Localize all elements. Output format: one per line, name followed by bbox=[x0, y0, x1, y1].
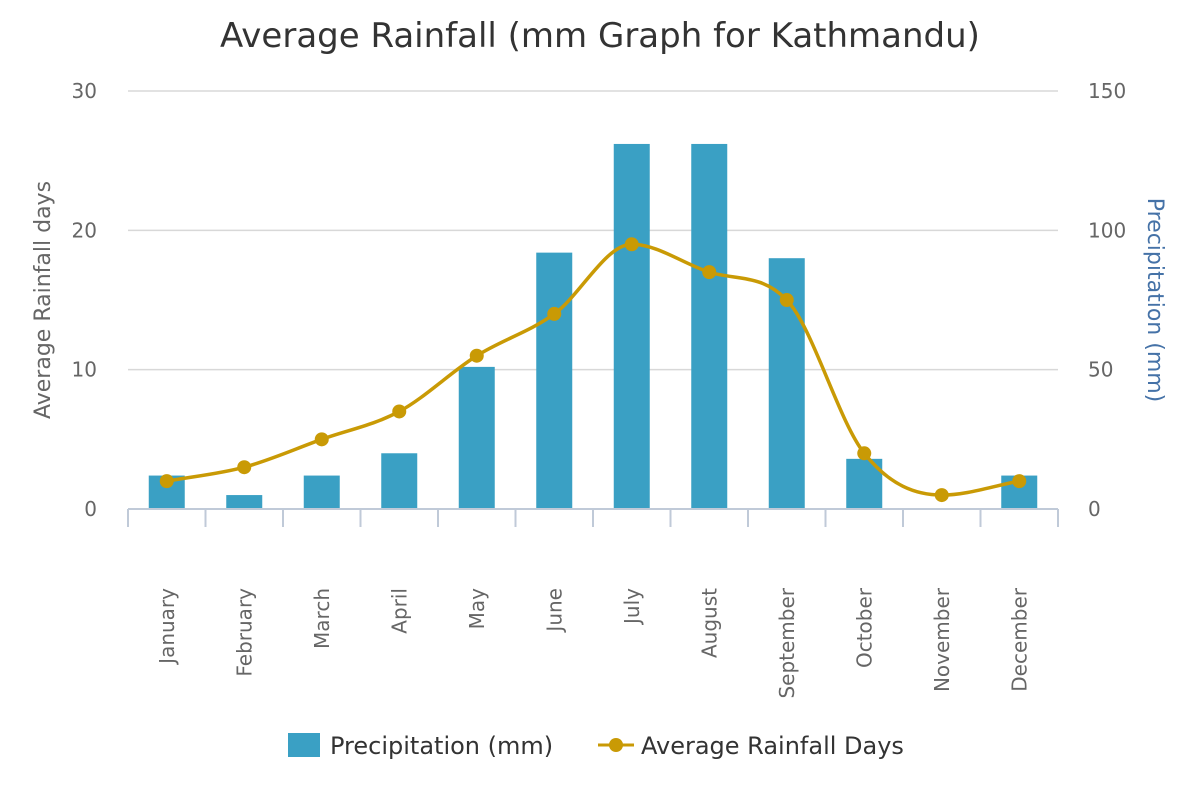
x-axis-category-label: September bbox=[775, 587, 799, 698]
rainfall-days-point[interactable] bbox=[547, 306, 562, 321]
precipitation-bar[interactable] bbox=[691, 143, 728, 510]
right-axis-title: Precipitation (mm) bbox=[1142, 198, 1167, 403]
rainfall-days-point[interactable] bbox=[857, 446, 872, 461]
rainfall-days-point[interactable] bbox=[1012, 474, 1027, 489]
x-axis-category-label: February bbox=[232, 588, 256, 677]
legend-item-rainfall-days[interactable]: Average Rainfall Days bbox=[598, 732, 904, 760]
legend: Precipitation (mm) Average Rainfall Days bbox=[288, 732, 904, 760]
legend-label-precipitation: Precipitation (mm) bbox=[330, 732, 553, 760]
rainfall-days-point[interactable] bbox=[702, 265, 717, 280]
precipitation-bar[interactable] bbox=[458, 366, 495, 509]
legend-bar-swatch bbox=[288, 733, 320, 757]
x-axis-category-label: July bbox=[620, 588, 644, 626]
legend-marker-swatch bbox=[609, 738, 623, 752]
precipitation-bar[interactable] bbox=[303, 475, 340, 509]
right-axis-ticks: 0 50 100 150 bbox=[1088, 79, 1126, 521]
precipitation-bars bbox=[148, 143, 1038, 510]
x-axis-category-label: January bbox=[155, 588, 179, 666]
right-axis-tick-label: 0 bbox=[1088, 497, 1101, 521]
precipitation-bar[interactable] bbox=[536, 252, 573, 510]
rainfall-days-point[interactable] bbox=[392, 404, 407, 419]
legend-label-rainfall-days: Average Rainfall Days bbox=[641, 732, 904, 760]
x-axis-category-label: April bbox=[387, 588, 411, 634]
rainfall-days-point[interactable] bbox=[934, 488, 949, 503]
x-axis-category-labels: January February March April May June July Augu… bbox=[155, 587, 1032, 698]
x-axis-category-label: June bbox=[542, 588, 566, 634]
x-axis-category-label: August bbox=[697, 588, 721, 658]
rainfall-days-point[interactable] bbox=[237, 460, 252, 475]
left-axis-tick-label: 20 bbox=[72, 218, 97, 242]
x-axis-category-label: November bbox=[930, 587, 954, 692]
x-axis-category-label: March bbox=[310, 588, 334, 649]
rainfall-days-point[interactable] bbox=[159, 474, 174, 489]
x-axis-category-label: October bbox=[852, 587, 876, 668]
right-axis-tick-label: 100 bbox=[1088, 218, 1126, 242]
chart-title: Average Rainfall (mm Graph for Kathmandu… bbox=[220, 16, 980, 56]
gridlines bbox=[128, 90, 1058, 371]
left-axis-tick-label: 0 bbox=[84, 497, 97, 521]
right-axis-tick-label: 50 bbox=[1088, 358, 1113, 382]
left-axis-tick-label: 30 bbox=[72, 79, 97, 103]
x-axis-category-label: May bbox=[465, 588, 489, 630]
precipitation-bar[interactable] bbox=[381, 453, 418, 509]
x-axis-category-label: December bbox=[1007, 587, 1031, 691]
rainfall-days-point[interactable] bbox=[779, 293, 794, 307]
rainfall-days-point[interactable] bbox=[314, 432, 329, 447]
rainfall-days-point[interactable] bbox=[469, 348, 484, 363]
left-axis-title: Average Rainfall days bbox=[31, 181, 56, 419]
rainfall-days-line bbox=[159, 237, 1027, 503]
precipitation-bar[interactable] bbox=[226, 495, 263, 509]
left-axis-tick-label: 10 bbox=[72, 358, 97, 382]
left-axis-ticks: 0 10 20 30 bbox=[72, 79, 97, 521]
right-axis-tick-label: 150 bbox=[1088, 79, 1126, 103]
legend-item-precipitation[interactable]: Precipitation (mm) bbox=[288, 732, 553, 760]
precipitation-bar[interactable] bbox=[613, 143, 650, 510]
rainfall-days-point[interactable] bbox=[624, 237, 639, 252]
x-axis bbox=[127, 508, 1059, 527]
